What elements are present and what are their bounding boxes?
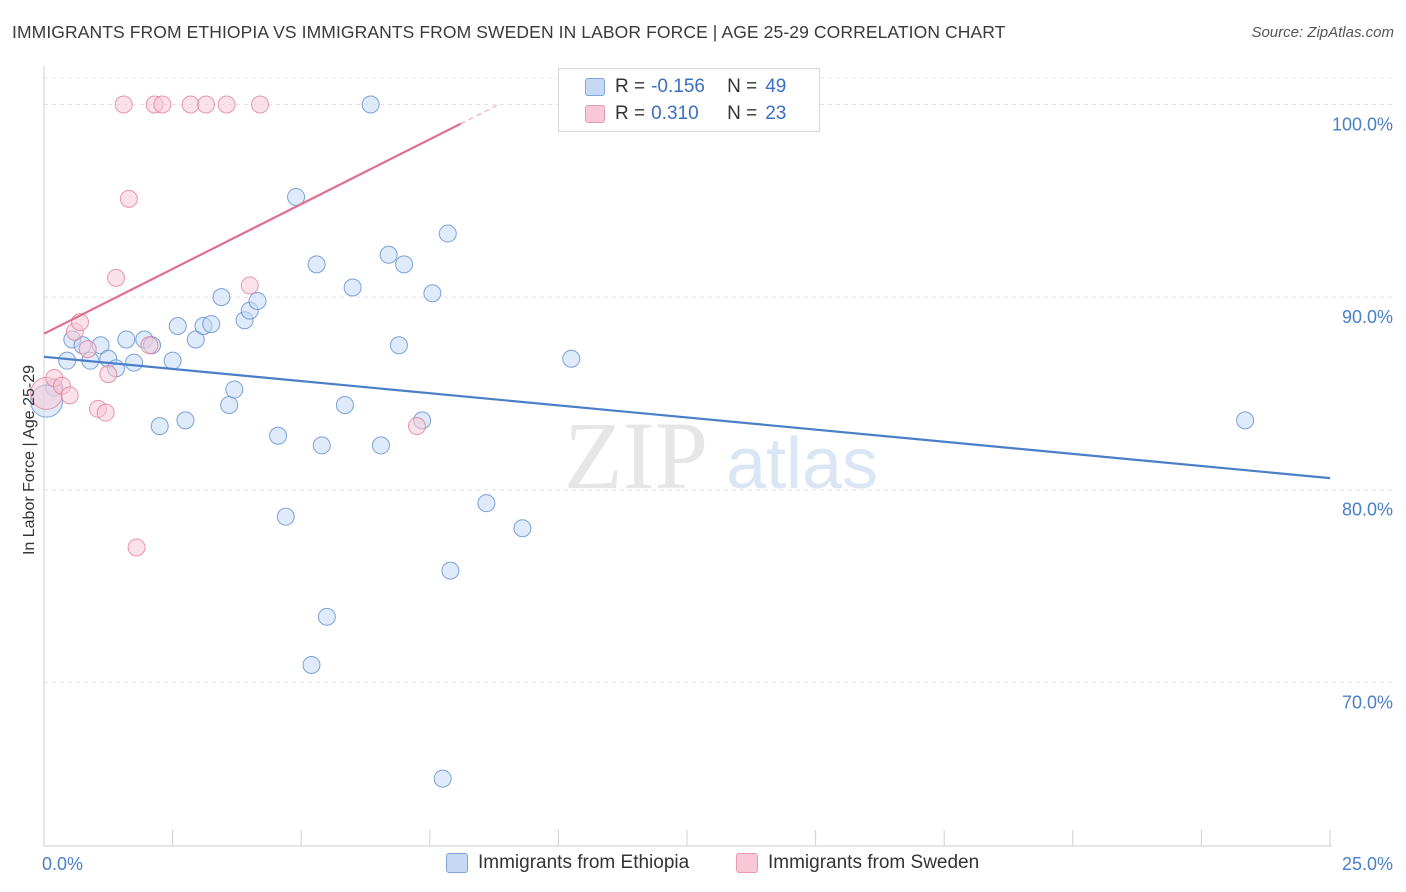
point-sweden	[119, 189, 138, 208]
point-ethiopia	[371, 436, 390, 455]
chart-title: IMMIGRANTS FROM ETHIOPIA VS IMMIGRANTS F…	[12, 22, 1006, 42]
point-ethiopia	[513, 519, 532, 538]
point-ethiopia	[269, 426, 288, 445]
trendline-sweden	[43, 122, 462, 335]
legend-label-ethiopia: Immigrants from Ethiopia	[478, 852, 690, 873]
point-ethiopia	[379, 245, 398, 264]
point-ethiopia	[220, 395, 239, 414]
point-ethiopia	[163, 351, 182, 370]
y-tick-label: 100.0%	[1332, 115, 1393, 135]
point-ethiopia	[202, 315, 221, 334]
point-ethiopia	[212, 288, 231, 307]
point-ethiopia	[168, 317, 187, 335]
point-ethiopia	[276, 507, 295, 526]
point-sweden	[99, 365, 118, 384]
point-ethiopia	[433, 769, 452, 788]
point-ethiopia	[117, 330, 136, 349]
legend-row-ethiopia: R = -0.156 N = 49	[559, 73, 786, 101]
point-sweden	[181, 95, 200, 114]
point-ethiopia	[287, 187, 306, 206]
point-ethiopia	[438, 224, 457, 243]
n-label: N =	[727, 76, 758, 97]
r-label: R =	[615, 103, 646, 124]
point-ethiopia	[441, 561, 460, 580]
point-ethiopia	[302, 655, 321, 674]
data-points	[30, 95, 1255, 788]
legend-item-sweden[interactable]: Immigrants from Sweden	[736, 852, 979, 874]
point-sweden	[240, 276, 259, 295]
point-ethiopia	[343, 278, 362, 297]
point-ethiopia	[477, 494, 496, 513]
point-ethiopia	[125, 353, 144, 372]
point-sweden	[140, 336, 159, 355]
point-sweden	[217, 95, 236, 114]
watermark: ZIP atlas	[564, 402, 878, 509]
n-value-sweden: 23	[765, 103, 787, 124]
y-tick-label: 80.0%	[1342, 500, 1393, 520]
n-value-ethiopia: 49	[765, 76, 787, 97]
point-ethiopia	[58, 351, 77, 370]
point-ethiopia	[423, 284, 442, 303]
point-ethiopia	[248, 291, 267, 310]
stats-legend: R = -0.156 N = 49 R = 0.310 N = 23	[558, 68, 820, 132]
legend-label-sweden: Immigrants from Sweden	[768, 852, 980, 873]
series-legend: Immigrants from Ethiopia Immigrants from…	[0, 852, 1406, 878]
point-ethiopia	[361, 95, 380, 114]
point-sweden	[107, 268, 126, 287]
point-sweden	[96, 403, 115, 422]
trendlines	[43, 105, 1331, 480]
legend-swatch-sweden	[736, 853, 758, 873]
point-ethiopia	[225, 380, 244, 399]
r-label: R =	[615, 76, 646, 97]
y-axis-label: In Labor Force | Age 25-29	[21, 365, 38, 555]
trendline-sweden-extension	[460, 105, 497, 125]
x-tick-label: 25.0%	[1342, 854, 1393, 874]
point-sweden	[153, 95, 172, 114]
n-label: N =	[727, 103, 758, 124]
point-sweden	[197, 95, 216, 114]
watermark-atlas: atlas	[726, 424, 878, 504]
r-value-ethiopia: -0.156	[651, 76, 705, 97]
tick-labels: 100.0% 90.0% 80.0% 70.0% 0.0% 25.0%	[42, 115, 1393, 874]
legend-swatch-ethiopia	[585, 78, 605, 96]
legend-row-sweden: R = 0.310 N = 23	[559, 100, 786, 128]
point-sweden	[407, 417, 426, 436]
watermark-zip: ZIP	[564, 402, 708, 509]
trendline-ethiopia	[43, 355, 1331, 480]
point-ethiopia	[317, 607, 336, 626]
point-ethiopia	[1236, 411, 1255, 430]
x-tick-label: 0.0%	[42, 854, 83, 874]
point-sweden	[78, 340, 97, 359]
source-credit: Source: ZipAtlas.com	[1251, 24, 1394, 41]
point-sweden	[127, 538, 146, 557]
point-ethiopia	[176, 411, 195, 430]
y-tick-label: 90.0%	[1342, 307, 1393, 327]
point-ethiopia	[395, 255, 414, 274]
point-ethiopia	[307, 255, 326, 274]
point-ethiopia	[335, 395, 354, 414]
legend-swatch-ethiopia	[446, 853, 468, 873]
point-sweden	[114, 95, 133, 114]
point-ethiopia	[389, 336, 408, 355]
point-ethiopia	[150, 417, 169, 436]
point-sweden	[251, 95, 270, 114]
legend-item-ethiopia[interactable]: Immigrants from Ethiopia	[446, 852, 689, 874]
axes	[43, 66, 1332, 847]
gridlines	[44, 77, 1392, 683]
y-tick-label: 70.0%	[1342, 692, 1393, 712]
point-ethiopia	[186, 330, 205, 349]
r-value-sweden: 0.310	[651, 103, 699, 124]
point-ethiopia	[562, 349, 581, 368]
point-ethiopia	[312, 436, 331, 455]
point-sweden	[60, 386, 79, 405]
legend-swatch-sweden	[585, 105, 605, 123]
